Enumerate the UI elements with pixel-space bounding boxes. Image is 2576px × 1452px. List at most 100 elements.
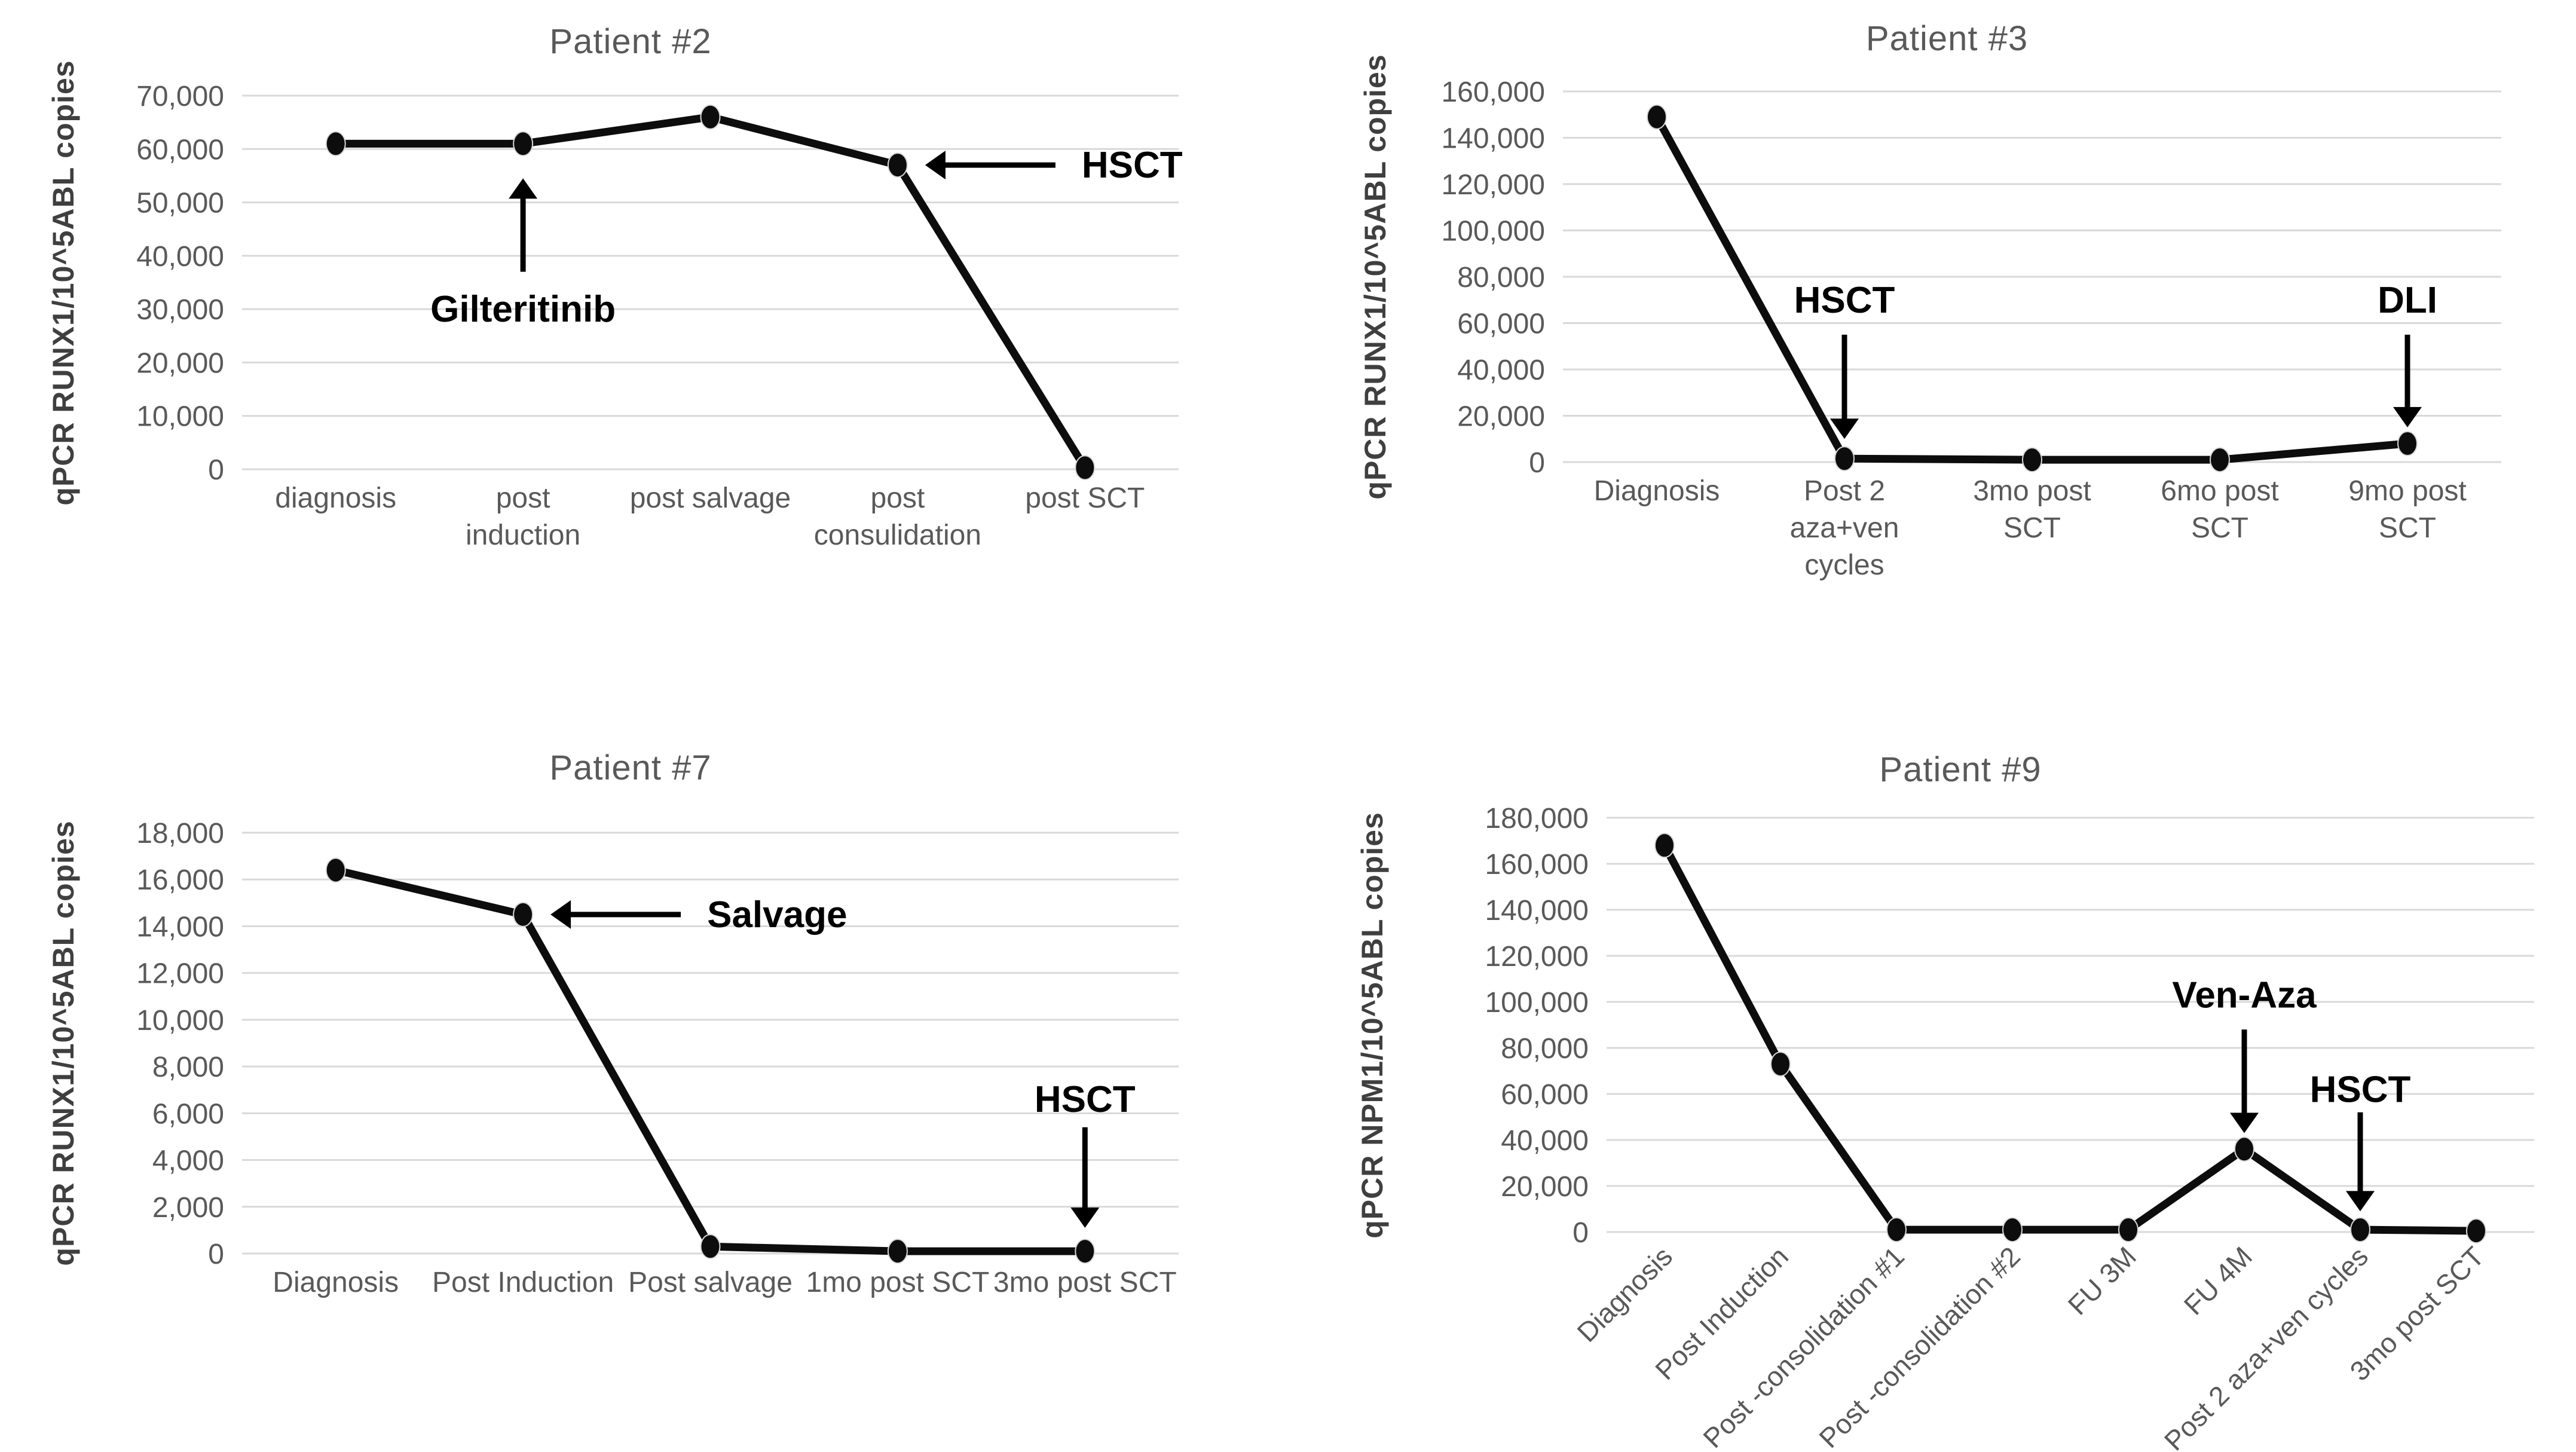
data-point	[325, 857, 346, 883]
y-tick-label: 180,000	[1485, 803, 1589, 834]
patient2-plot: 0 10,000 20,000 30,000 40,000 50,000 60,000 70,…	[136, 81, 1183, 551]
x-axis-label: cycles	[1804, 549, 1884, 581]
y-tick-label: 20,000	[1457, 401, 1545, 433]
y-tick-label: 2,000	[152, 1192, 224, 1224]
annotation-label: HSCT	[1035, 1079, 1136, 1120]
y-tick-label: 0	[1572, 1217, 1589, 1249]
data-point	[700, 104, 721, 130]
y-tick-label: 0	[208, 1239, 224, 1270]
x-axis-label: 6mo post	[2161, 475, 2278, 507]
data-point	[700, 1234, 721, 1260]
y-tick-label: 50,000	[136, 188, 224, 219]
annotation-arrowhead	[925, 151, 946, 180]
data-point	[2210, 447, 2230, 473]
x-axis-label: Post salvage	[628, 1267, 793, 1298]
y-tick-label: 10,000	[136, 401, 224, 433]
y-tick-label: 12,000	[136, 958, 224, 990]
y-tick-label: 30,000	[136, 294, 224, 326]
data-point	[325, 131, 346, 157]
data-point	[2118, 1217, 2138, 1243]
patient9-plot: 0 20,000 40,000 60,000 80,000 100,000 120,000 1…	[1485, 803, 2534, 1452]
data-point	[2466, 1218, 2486, 1244]
chart-panel-patient3: 0 20,000 40,000 60,000 80,000 100,000 120,000 1…	[1348, 3, 2546, 646]
y-tick-label: 14,000	[136, 911, 224, 943]
y-tick-label: 10,000	[136, 1005, 224, 1037]
y-tick-label: 100,000	[1485, 987, 1589, 1019]
y-tick-label: 60,000	[136, 134, 224, 166]
data-point	[1075, 1239, 1096, 1264]
x-axis-label: Post 2 aza+ven cycles	[2158, 1240, 2374, 1452]
data-point	[1886, 1217, 1907, 1243]
annotation-arrowhead	[1070, 1207, 1100, 1228]
data-line	[1660, 841, 2480, 1235]
patient7-plot: 0 2,000 4,000 6,000 8,000 10,000 12,000 14,000 1…	[136, 818, 1179, 1298]
y-tick-label: 80,000	[1501, 1033, 1589, 1065]
chart-panel-patient7: 0 2,000 4,000 6,000 8,000 10,000 12,000 14,000 1…	[36, 732, 1225, 1390]
x-axis-label: Post 2	[1804, 475, 1885, 507]
annotation-label: HSCT	[1794, 280, 1895, 321]
y-tick-label: 120,000	[1485, 941, 1589, 973]
data-point	[2002, 1217, 2023, 1243]
y-axis-title-patient2: qPCR RUNX1/10^5ABL copies	[47, 59, 80, 506]
y-tick-label: 4,000	[152, 1145, 224, 1177]
data-line	[1653, 113, 2412, 464]
data-point	[887, 1239, 908, 1264]
chart-panel-patient9: 0 20,000 40,000 60,000 80,000 100,000 120,000 1…	[1345, 734, 2576, 1452]
data-point	[2397, 431, 2418, 456]
x-axis-label: 1mo post SCT	[806, 1267, 990, 1298]
x-axis-label: Post Induction	[432, 1267, 614, 1298]
data-point	[1654, 833, 1675, 858]
chart-title-patient2: Patient #2	[549, 22, 712, 61]
x-axis-label: SCT	[2003, 512, 2061, 544]
y-tick-label: 20,000	[136, 347, 224, 379]
data-point	[2234, 1136, 2254, 1162]
y-axis-title-patient3: qPCR RUNX1/10^5ABL copies	[1359, 54, 1392, 500]
x-axis-label: Post -consolidation #1	[1697, 1240, 1910, 1452]
annotation-label: DLI	[2378, 280, 2437, 321]
data-point	[1075, 455, 1096, 481]
y-tick-label: 8,000	[152, 1051, 224, 1083]
y-tick-label: 40,000	[1501, 1125, 1589, 1157]
annotation-arrowhead	[2230, 1112, 2259, 1133]
annotation-arrowhead	[2393, 406, 2422, 427]
data-point	[2022, 447, 2042, 473]
y-tick-label: 18,000	[136, 818, 224, 849]
annotation-label: Ven-Aza	[2172, 974, 2317, 1016]
x-axis-label: aza+ven	[1790, 512, 1899, 544]
chart-title-patient7: Patient #7	[549, 748, 712, 787]
x-axis-label: post	[496, 482, 550, 514]
y-tick-label: 140,000	[1441, 123, 1545, 155]
data-point	[513, 901, 534, 927]
y-tick-label: 40,000	[1457, 354, 1545, 386]
x-axis-label: consulidation	[814, 519, 981, 551]
patient3-plot: 0 20,000 40,000 60,000 80,000 100,000 120,000 1…	[1441, 77, 2501, 581]
data-point	[2350, 1217, 2370, 1243]
y-tick-label: 160,000	[1485, 849, 1589, 881]
x-axis-label: post	[871, 482, 925, 514]
x-axis-label: SCT	[2379, 512, 2436, 544]
x-axis-label: FU 3M	[2062, 1240, 2142, 1320]
chart-title-patient3: Patient #3	[1865, 19, 2029, 58]
data-point	[1770, 1051, 1791, 1077]
x-axis-label: Post -consolidation #2	[1813, 1240, 2026, 1452]
x-axis-label: FU 4M	[2178, 1240, 2258, 1320]
x-axis-label: Diagnosis	[1594, 475, 1720, 507]
x-axis-label: diagnosis	[275, 482, 396, 514]
y-tick-label: 6,000	[152, 1098, 224, 1130]
x-axis-label: 3mo post SCT	[993, 1267, 1177, 1298]
y-tick-label: 100,000	[1441, 216, 1545, 247]
y-tick-label: 140,000	[1485, 895, 1589, 927]
x-axis-label: SCT	[2191, 512, 2248, 544]
x-axis-label: post salvage	[630, 482, 791, 514]
y-tick-label: 80,000	[1457, 262, 1545, 294]
y-axis-title-patient7: qPCR RUNX1/10^5ABL copies	[47, 820, 80, 1266]
y-tick-label: 16,000	[136, 864, 224, 896]
x-axis-label: Diagnosis	[1571, 1240, 1678, 1348]
data-point	[1834, 446, 1855, 472]
y-tick-label: 40,000	[136, 241, 224, 273]
y-tick-label: 60,000	[1501, 1079, 1589, 1111]
data-point	[1647, 104, 1667, 130]
annotation-arrowhead	[1830, 418, 1859, 439]
y-tick-label: 70,000	[136, 81, 224, 112]
